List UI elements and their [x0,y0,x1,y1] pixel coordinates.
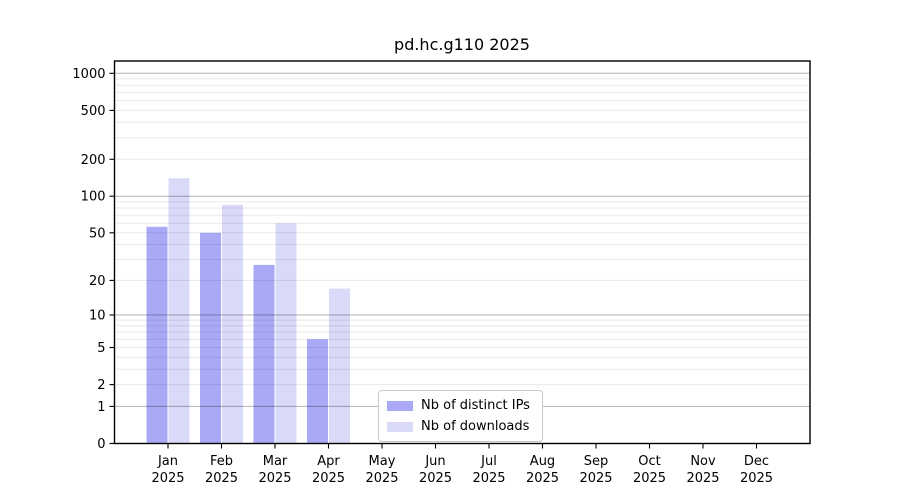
x-tick-year-nov: 2025 [686,471,719,486]
x-tick-month-oct: Oct [638,454,660,469]
x-tick-month-aug: Aug [530,454,555,469]
minor-gridlines [114,78,810,386]
legend-swatch-downloads [387,421,413,432]
legend-item-distinct-ips: Nb of distinct IPs [387,397,530,414]
x-tick-year-jul: 2025 [472,471,505,486]
series-distinct-ips [146,226,328,444]
x-tick-year-oct: 2025 [633,471,666,486]
y-tick-label-1000: 1000 [72,67,105,82]
x-tick-year-feb: 2025 [205,471,238,486]
bar-downloads-apr [329,288,350,444]
x-tick-month-dec: Dec [744,454,769,469]
y-tick-label-50: 50 [89,226,106,241]
x-tick-year-may: 2025 [365,471,398,486]
bar-downloads-feb [222,204,243,444]
x-tick-year-aug: 2025 [526,471,559,486]
x-tick-month-apr: Apr [317,454,340,469]
x-tick-month-feb: Feb [210,454,233,469]
bar-distinct-ips-mar [253,264,275,444]
y-tick-label-2: 2 [97,378,105,393]
y-axis: 0 1 2 5 10 20 50 100 200 500 1000 [72,67,115,452]
x-tick-month-mar: Mar [263,454,288,469]
legend-label-downloads: Nb of downloads [421,419,530,434]
x-tick-month-jan: Jan [157,454,178,469]
y-tick-label-200: 200 [81,153,106,168]
bar-distinct-ips-apr [307,339,328,444]
bar-distinct-ips-jan [146,226,168,444]
bar-downloads-jan [168,178,190,444]
chart-title: pd.hc.g110 2025 [394,35,530,54]
legend-item-downloads: Nb of downloads [387,418,530,435]
y-tick-label-10: 10 [89,309,106,324]
y-tick-label-20: 20 [89,274,106,289]
x-tick-year-sep: 2025 [579,471,612,486]
x-tick-year-mar: 2025 [258,471,291,486]
x-tick-year-jun: 2025 [419,471,452,486]
series-downloads [168,178,350,444]
x-tick-month-nov: Nov [690,454,716,469]
y-tick-label-100: 100 [81,190,106,205]
plot-border [113,60,811,445]
legend-label-distinct-ips: Nb of distinct IPs [421,398,530,413]
x-tick-month-jul: Jul [480,454,497,469]
y-tick-label-5: 5 [97,341,105,356]
legend: Nb of distinct IPs Nb of downloads [378,390,543,442]
x-tick-year-dec: 2025 [740,471,773,486]
bar-downloads-mar [275,223,297,444]
bar-distinct-ips-feb [200,232,221,444]
x-tick-month-jun: Jun [424,454,445,469]
x-tick-year-jan: 2025 [151,471,184,486]
y-tick-label-0: 0 [97,437,105,452]
legend-swatch-distinct-ips [387,400,413,411]
x-axis: Jan 2025 Feb 2025 Mar 2025 Apr 2025 May 2025 Jun 20… [151,443,773,486]
x-tick-month-may: May [369,454,396,469]
y-tick-label-1: 1 [97,400,105,415]
x-tick-year-apr: 2025 [312,471,345,486]
y-tick-label-500: 500 [81,104,106,119]
x-tick-month-sep: Sep [584,454,609,469]
